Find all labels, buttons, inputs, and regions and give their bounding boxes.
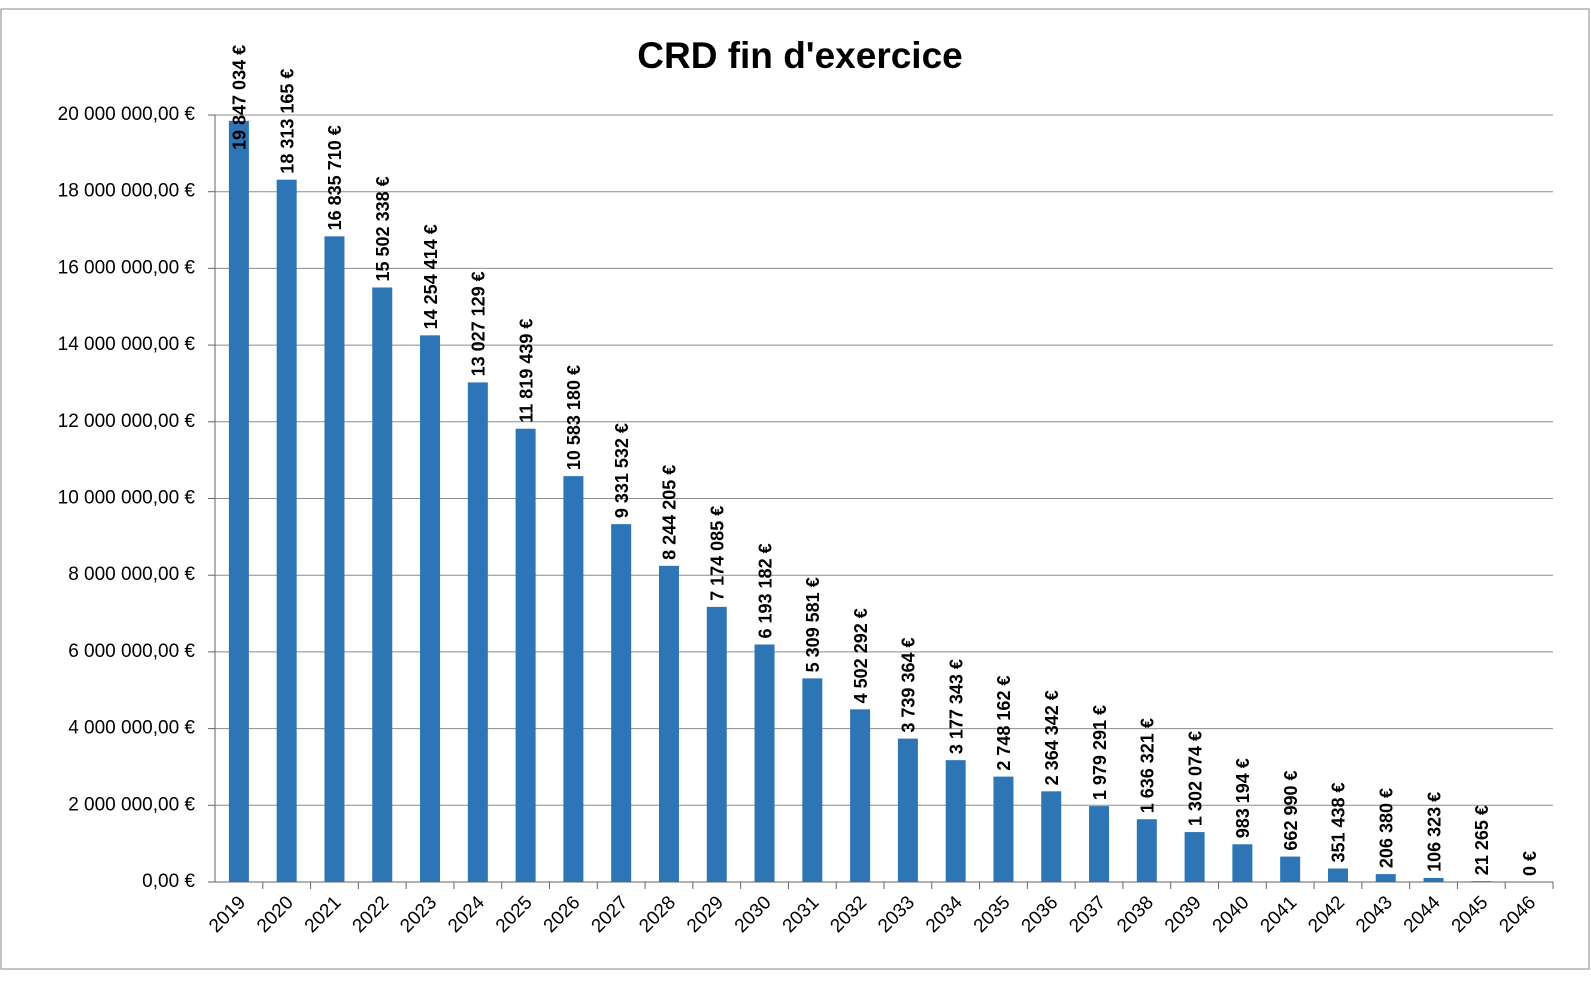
x-tick-label: 2023	[396, 892, 441, 937]
value-label: 14 254 414 €	[421, 224, 441, 329]
value-label: 7 174 085 €	[708, 506, 728, 601]
value-label: 19 847 034 €	[230, 45, 250, 150]
value-label: 662 990 €	[1281, 770, 1301, 850]
x-tick-label: 2024	[444, 892, 489, 937]
value-label: 18 313 165 €	[277, 69, 297, 174]
x-tick-label: 2028	[635, 892, 680, 937]
value-label: 5 309 581 €	[803, 577, 823, 672]
value-label: 9 331 532 €	[612, 423, 632, 518]
bar	[1327, 868, 1348, 882]
value-label: 11 819 439 €	[516, 319, 536, 423]
value-label: 6 193 182 €	[755, 543, 775, 638]
y-tick-label: 18 000 000,00 €	[58, 181, 196, 202]
value-label: 4 502 292 €	[851, 608, 871, 703]
bar	[276, 179, 297, 882]
bar	[658, 565, 679, 882]
x-tick-label: 2038	[1113, 892, 1158, 937]
bar	[706, 606, 727, 882]
x-tick-label: 2025	[492, 892, 537, 937]
y-tick-label: 6 000 000,00 €	[68, 641, 195, 662]
bar	[1136, 819, 1157, 882]
y-tick-label: 20 000 000,00 €	[58, 104, 196, 125]
bar	[515, 428, 536, 882]
value-label: 13 027 129 €	[469, 271, 489, 376]
value-label: 106 323 €	[1424, 792, 1444, 872]
x-tick-label: 2027	[588, 892, 633, 937]
y-tick-label: 16 000 000,00 €	[58, 257, 196, 278]
x-tick-label: 2035	[970, 892, 1015, 937]
bar	[1184, 832, 1205, 882]
value-label: 2 364 342 €	[1042, 690, 1062, 785]
x-tick-label: 2042	[1304, 892, 1349, 937]
bar	[1041, 791, 1062, 882]
x-tick-label: 2021	[301, 892, 346, 937]
bar	[945, 760, 966, 882]
x-tick-label: 2043	[1352, 892, 1397, 937]
x-tick-label: 2020	[253, 892, 298, 937]
bar	[420, 335, 441, 882]
x-tick-label: 2045	[1448, 892, 1493, 937]
bar	[993, 776, 1014, 882]
y-tick-label: 2 000 000,00 €	[68, 794, 195, 815]
value-label: 16 835 710 €	[325, 125, 345, 230]
value-label: 983 194 €	[1233, 758, 1253, 838]
x-tick-label: 2033	[874, 892, 919, 937]
bar	[467, 382, 488, 882]
bar	[1471, 881, 1492, 882]
y-tick-label: 14 000 000,00 €	[58, 334, 196, 355]
x-tick-label: 2036	[1018, 892, 1063, 937]
x-tick-label: 2040	[1209, 892, 1254, 937]
chart-title: CRD fin d'exercice	[637, 35, 962, 76]
value-label: 3 739 364 €	[899, 638, 919, 733]
x-tick-label: 2030	[731, 892, 776, 937]
value-label: 3 177 343 €	[946, 659, 966, 754]
bar	[1089, 806, 1110, 882]
value-label: 10 583 180 €	[564, 365, 584, 470]
value-label: 0 €	[1520, 851, 1540, 876]
y-tick-label: 12 000 000,00 €	[58, 411, 196, 432]
x-tick-label: 2046	[1495, 892, 1540, 937]
bar	[563, 476, 584, 882]
value-label: 206 380 €	[1377, 788, 1397, 868]
x-tick-label: 2032	[826, 892, 871, 937]
x-tick-label: 2029	[683, 892, 728, 937]
bar	[850, 709, 871, 882]
y-tick-label: 4 000 000,00 €	[68, 718, 195, 739]
value-label: 1 302 074 €	[1185, 731, 1205, 826]
bar	[1280, 856, 1301, 882]
y-tick-label: 10 000 000,00 €	[58, 488, 196, 509]
value-label: 15 502 338 €	[373, 176, 393, 281]
bar	[228, 120, 249, 882]
x-tick-label: 2039	[1161, 892, 1206, 937]
x-tick-label: 2019	[205, 892, 250, 937]
x-tick-label: 2022	[349, 892, 394, 937]
bar	[802, 678, 823, 882]
bar	[324, 236, 345, 882]
bar	[1423, 877, 1444, 882]
x-tick-label: 2044	[1400, 892, 1445, 937]
value-label: 21 265 €	[1472, 805, 1492, 875]
x-tick-label: 2041	[1257, 892, 1302, 937]
x-tick-label: 2034	[922, 892, 967, 937]
value-label: 351 438 €	[1329, 782, 1349, 862]
y-tick-label: 0,00 €	[142, 871, 195, 892]
value-label: 1 979 291 €	[1090, 705, 1110, 800]
x-tick-label: 2031	[779, 892, 824, 937]
x-tick-label: 2037	[1065, 892, 1110, 937]
y-tick-label: 8 000 000,00 €	[68, 564, 195, 585]
bar	[897, 738, 918, 882]
bar	[611, 524, 632, 882]
value-label: 2 748 162 €	[994, 676, 1014, 771]
bar	[754, 644, 775, 882]
bar	[1375, 874, 1396, 882]
chart-frame	[0, 8, 1590, 970]
bar	[372, 287, 393, 882]
value-label: 8 244 205 €	[660, 465, 680, 560]
value-label: 1 636 321 €	[1138, 718, 1158, 813]
x-tick-label: 2026	[540, 892, 585, 937]
bar	[1232, 844, 1253, 882]
